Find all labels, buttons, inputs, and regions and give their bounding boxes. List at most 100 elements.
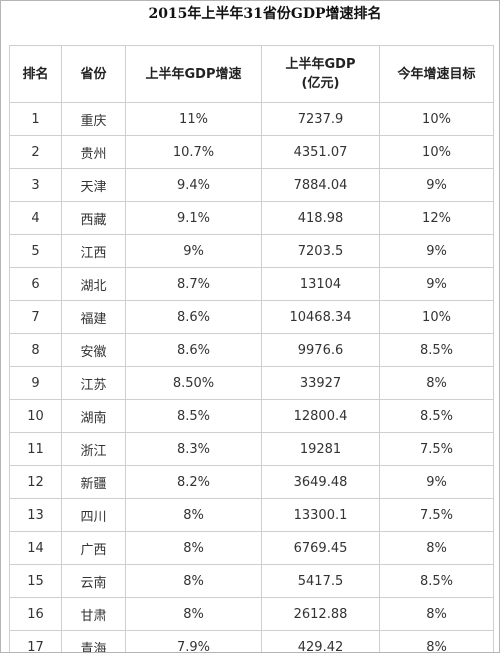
page-title: 2015年上半年31省份GDP增速排名 [148,6,382,22]
gdp-amount-cell: 33927 [261,366,380,400]
table-row: 12 新疆 8.2% 3649.48 9% [9,465,494,499]
province-cell: 广西 [61,531,126,565]
province-cell: 青海 [61,630,126,652]
gdp-growth-cell: 9.4% [125,168,262,202]
rank-cell: 14 [9,531,62,565]
province-cell: 湖北 [61,267,126,301]
province-cell: 浙江 [61,432,126,466]
growth-target-cell: 9% [379,267,494,301]
table-row: 17 青海 7.9% 429.42 8% [9,630,494,652]
rank-cell: 9 [9,366,62,400]
rank-cell: 6 [9,267,62,301]
gdp-amount-cell: 10468.34 [261,300,380,334]
growth-target-cell: 10% [379,300,494,334]
province-cell: 贵州 [61,135,126,169]
gdp-growth-cell: 8% [125,564,262,598]
gdp-amount-cell: 12800.4 [261,399,380,433]
table-row: 13 四川 8% 13300.1 7.5% [9,498,494,532]
province-cell: 重庆 [61,102,126,136]
table-row: 6 湖北 8.7% 13104 9% [9,267,494,301]
gdp-amount-cell: 19281 [261,432,380,466]
table-row: 5 江西 9% 7203.5 9% [9,234,494,268]
growth-target-cell: 8% [379,366,494,400]
header-gdp-amount: 上半年GDP (亿元) [261,45,380,103]
gdp-growth-cell: 8% [125,498,262,532]
gdp-growth-cell: 8.5% [125,399,262,433]
growth-target-cell: 9% [379,234,494,268]
growth-target-cell: 9% [379,168,494,202]
gdp-growth-cell: 10.7% [125,135,262,169]
province-cell: 甘肃 [61,597,126,631]
growth-target-cell: 12% [379,201,494,235]
gdp-growth-cell: 11% [125,102,262,136]
growth-target-cell: 7.5% [379,432,494,466]
province-cell: 新疆 [61,465,126,499]
table-row: 4 西藏 9.1% 418.98 12% [9,201,494,235]
gdp-amount-cell: 9976.6 [261,333,380,367]
table-row: 8 安徽 8.6% 9976.6 8.5% [9,333,494,367]
growth-target-cell: 8.5% [379,564,494,598]
gdp-amount-cell: 6769.45 [261,531,380,565]
gdp-growth-cell: 8.7% [125,267,262,301]
growth-target-cell: 8.5% [379,333,494,367]
gdp-amount-cell: 3649.48 [261,465,380,499]
table-row: 1 重庆 11% 7237.9 10% [9,102,494,136]
gdp-amount-cell: 429.42 [261,630,380,652]
rank-cell: 5 [9,234,62,268]
header-growth-target: 今年增速目标 [379,45,494,103]
header-gdp-growth: 上半年GDP增速 [125,45,262,103]
province-cell: 江苏 [61,366,126,400]
gdp-growth-cell: 8.3% [125,432,262,466]
table-row: 11 浙江 8.3% 19281 7.5% [9,432,494,466]
province-cell: 四川 [61,498,126,532]
rank-cell: 7 [9,300,62,334]
gdp-amount-cell: 7237.9 [261,102,380,136]
growth-target-cell: 8% [379,531,494,565]
table-row: 14 广西 8% 6769.45 8% [9,531,494,565]
gdp-growth-cell: 8.2% [125,465,262,499]
gdp-growth-cell: 8.6% [125,333,262,367]
gdp-growth-cell: 8% [125,597,262,631]
gdp-amount-cell: 7884.04 [261,168,380,202]
gdp-growth-cell: 9% [125,234,262,268]
gdp-growth-cell: 7.9% [125,630,262,652]
rank-cell: 8 [9,333,62,367]
growth-target-cell: 10% [379,102,494,136]
growth-target-cell: 8.5% [379,399,494,433]
province-cell: 天津 [61,168,126,202]
gdp-amount-cell: 2612.88 [261,597,380,631]
province-cell: 安徽 [61,333,126,367]
rank-cell: 10 [9,399,62,433]
table-row: 3 天津 9.4% 7884.04 9% [9,168,494,202]
growth-target-cell: 7.5% [379,498,494,532]
province-cell: 湖南 [61,399,126,433]
province-cell: 福建 [61,300,126,334]
gdp-amount-cell: 418.98 [261,201,380,235]
table-row: 2 贵州 10.7% 4351.07 10% [9,135,494,169]
rank-cell: 12 [9,465,62,499]
rank-cell: 16 [9,597,62,631]
table-row: 9 江苏 8.50% 33927 8% [9,366,494,400]
growth-target-cell: 10% [379,135,494,169]
gdp-growth-cell: 8.50% [125,366,262,400]
gdp-amount-cell: 4351.07 [261,135,380,169]
rank-cell: 13 [9,498,62,532]
gdp-growth-cell: 8% [125,531,262,565]
gdp-amount-cell: 13104 [261,267,380,301]
rank-cell: 17 [9,630,62,652]
table-header-row: 排名 省份 上半年GDP增速 上半年GDP (亿元) 今年增速目标 [9,45,494,103]
rank-cell: 3 [9,168,62,202]
table-row: 10 湖南 8.5% 12800.4 8.5% [9,399,494,433]
province-cell: 西藏 [61,201,126,235]
growth-target-cell: 8% [379,630,494,652]
header-rank: 排名 [9,45,62,103]
gdp-amount-cell: 13300.1 [261,498,380,532]
growth-target-cell: 8% [379,597,494,631]
rank-cell: 4 [9,201,62,235]
growth-target-cell: 9% [379,465,494,499]
gdp-amount-cell: 7203.5 [261,234,380,268]
province-cell: 江西 [61,234,126,268]
table-row: 16 甘肃 8% 2612.88 8% [9,597,494,631]
rank-cell: 11 [9,432,62,466]
